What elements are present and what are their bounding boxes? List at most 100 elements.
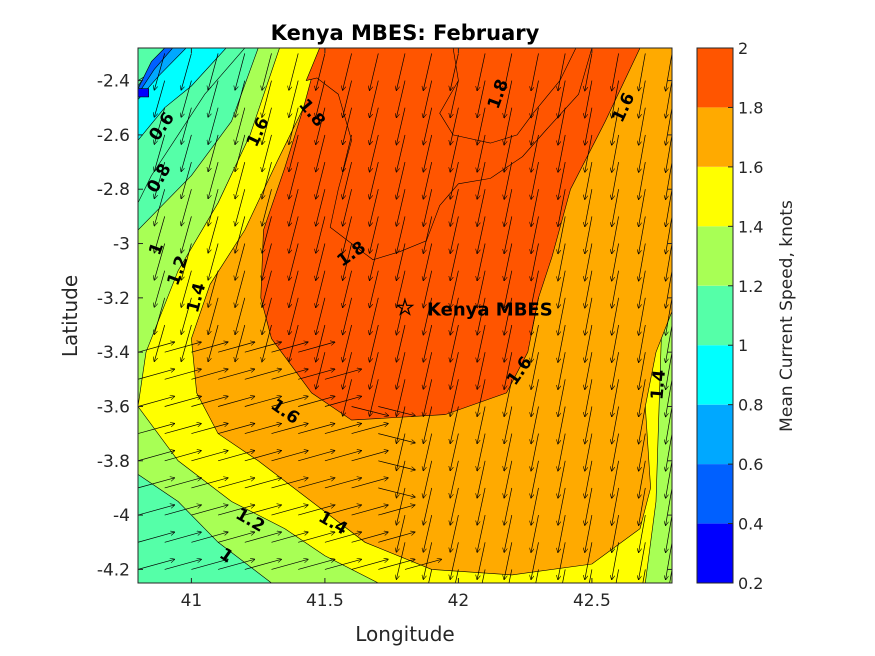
vector-arrow — [639, 433, 646, 471]
vector-arrow — [531, 324, 539, 362]
vector-arrow — [370, 53, 379, 90]
vector-arrow — [235, 270, 246, 308]
vector-arrow — [351, 424, 389, 434]
vector-arrow — [138, 532, 175, 543]
contour-label: 1.4 — [647, 369, 670, 401]
vector-arrow — [423, 379, 433, 416]
vector-arrow — [218, 369, 255, 380]
vector-arrow — [423, 162, 433, 199]
vector-arrow — [271, 478, 309, 489]
vector-arrow — [208, 324, 219, 362]
vector-arrow — [585, 433, 593, 471]
vector-arrow — [316, 162, 326, 199]
vector-arrow — [298, 505, 335, 516]
vector-arrow — [138, 451, 175, 462]
vector-arrow — [316, 134, 326, 172]
vector-arrow — [639, 406, 646, 444]
vector-arrow — [271, 342, 309, 353]
vector-arrow — [666, 270, 672, 308]
vector-arrow — [450, 107, 459, 145]
vector-arrow — [585, 460, 593, 498]
vector-arrow — [531, 134, 539, 172]
star-icon: ☆ — [395, 296, 415, 321]
vector-arrow — [666, 107, 672, 146]
vector-arrow — [477, 379, 486, 416]
vector-arrow — [343, 80, 352, 118]
vector-arrow — [585, 189, 593, 226]
y-tick-label: -2.6 — [97, 126, 130, 146]
vector-arrow — [164, 505, 202, 516]
vector-arrow — [481, 569, 486, 583]
vector-arrow — [666, 297, 672, 336]
vector-arrow — [244, 369, 282, 380]
vector-arrow — [612, 216, 619, 253]
vector-arrow — [316, 352, 326, 389]
vector-arrow — [191, 505, 228, 516]
vector-arrow — [316, 243, 326, 281]
colorbar-swatch — [697, 166, 733, 227]
vector-arrow — [612, 542, 619, 579]
vector-arrow — [378, 505, 415, 516]
vector-arrow — [639, 352, 646, 389]
vector-arrow — [164, 369, 202, 380]
colorbar-swatch — [697, 226, 733, 286]
colorbar-tick-label: 1.8 — [738, 98, 763, 117]
vector-arrow — [588, 569, 593, 583]
x-tick-label: 42 — [448, 591, 470, 611]
vector-arrow — [477, 80, 486, 118]
vector-arrow — [181, 134, 192, 172]
vector-arrow — [639, 297, 646, 336]
vector-arrow — [562, 569, 566, 583]
vector-arrow — [504, 324, 513, 362]
vector-arrow — [504, 243, 513, 281]
vector-arrow — [585, 134, 593, 172]
vector-arrow — [351, 451, 389, 462]
vector-arrow — [639, 189, 646, 226]
plot-frame — [137, 47, 673, 584]
vector-arrow — [450, 542, 459, 579]
vector-arrow — [639, 324, 646, 362]
vector-arrow — [558, 53, 566, 90]
vector-arrow — [208, 53, 219, 90]
vector-arrow — [612, 270, 619, 308]
vector-arrow — [612, 134, 619, 172]
vector-arrow — [208, 243, 219, 281]
vector-arrow — [585, 406, 593, 444]
vector-arrow — [669, 569, 672, 583]
vector-arrow — [423, 270, 433, 308]
vector-arrow — [396, 515, 406, 552]
vector-arrow — [324, 369, 362, 380]
vector-arrow — [396, 162, 406, 199]
vector-arrow — [558, 515, 566, 552]
vector-arrow — [289, 243, 299, 281]
y-tick-label: -3.4 — [97, 343, 130, 363]
vector-arrow — [298, 396, 335, 407]
vector-arrow — [343, 134, 352, 172]
vector-arrow — [477, 542, 486, 579]
vector-arrow — [289, 189, 299, 226]
vector-arrow — [138, 478, 175, 489]
x-axis-label: Longitude — [355, 622, 454, 646]
vector-arrow — [370, 189, 379, 226]
vector-arrow — [666, 324, 672, 363]
vector-arrow — [289, 216, 299, 253]
vector-arrow — [378, 559, 415, 570]
vector-arrow — [477, 297, 486, 335]
vector-arrow — [450, 433, 459, 471]
vector-arrow — [531, 379, 539, 416]
vector-arrow — [164, 532, 202, 543]
vector-arrow — [235, 134, 246, 172]
vector-arrow — [666, 487, 672, 526]
vector-arrow — [585, 216, 593, 253]
vector-arrow — [666, 243, 672, 282]
vector-arrow — [558, 460, 566, 498]
vector-arrow — [639, 515, 646, 552]
vector-arrow — [191, 478, 228, 489]
vector-arrow — [612, 460, 619, 498]
colorbar-tick-label: 1.2 — [738, 277, 763, 296]
vector-arrow — [450, 243, 459, 281]
colorbar-tick-label: 1.4 — [738, 217, 763, 236]
vector-arrow — [396, 80, 406, 118]
vector-arrow — [423, 515, 433, 552]
vector-arrow — [370, 216, 379, 253]
